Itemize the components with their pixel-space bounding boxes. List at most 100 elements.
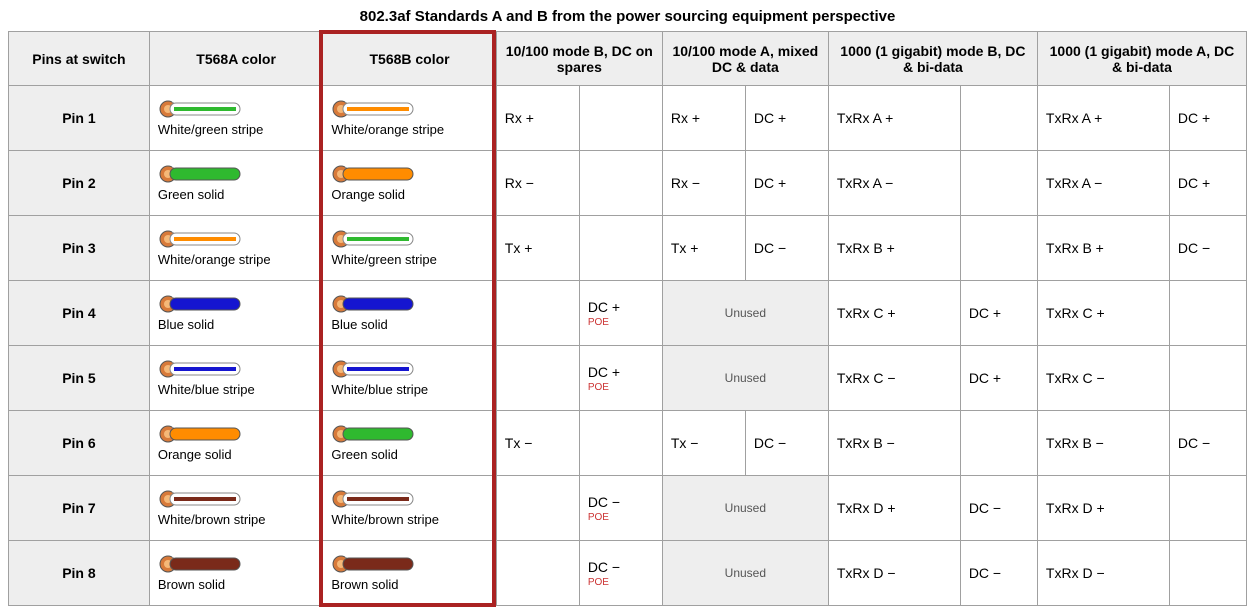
wire-label: Orange solid (331, 187, 487, 202)
modeA-10-100-dc: DC + (745, 86, 828, 151)
modeB-1000-dc: DC + (960, 281, 1037, 346)
modeB-1000-dc (960, 151, 1037, 216)
modeB-1000-dc (960, 411, 1037, 476)
modeA-1000-sig: TxRx C − (1037, 346, 1169, 411)
modeA-1000-dc: DC − (1169, 216, 1246, 281)
modeA-10-100-unused: Unused (662, 476, 828, 541)
wire-label: White/orange stripe (158, 252, 314, 267)
modeB-10-100-dc: DC +POE (579, 281, 662, 346)
modeA-10-100-dc: DC − (745, 216, 828, 281)
table-row: Pin 5 White/blue stripe White/blue strip… (9, 346, 1247, 411)
wire-label: Green solid (158, 187, 314, 202)
modeA-10-100-unused: Unused (662, 346, 828, 411)
header-t568a: T568A color (149, 32, 322, 86)
table-container: Pins at switch T568A color T568B color 1… (8, 31, 1247, 606)
modeB-1000-sig: TxRx D + (828, 476, 960, 541)
header-modeB-10-100: 10/100 mode B, DC on spares (496, 32, 662, 86)
modeA-1000-sig: TxRx A + (1037, 86, 1169, 151)
pin-label: Pin 7 (9, 476, 150, 541)
modeB-10-100-dc (579, 151, 662, 216)
t568a-cell: Green solid (149, 151, 322, 216)
wire-label: White/green stripe (331, 252, 487, 267)
t568a-cell: White/blue stripe (149, 346, 322, 411)
header-t568b: T568B color (323, 32, 496, 86)
wire-label: White/orange stripe (331, 122, 487, 137)
modeA-1000-sig: TxRx B + (1037, 216, 1169, 281)
modeA-10-100-dc: DC + (745, 151, 828, 216)
modeA-1000-sig: TxRx D − (1037, 541, 1169, 606)
modeB-10-100-dc (579, 216, 662, 281)
wire-label: Brown solid (331, 577, 487, 592)
modeB-1000-sig: TxRx A + (828, 86, 960, 151)
modeB-10-100-sig (496, 281, 579, 346)
modeA-10-100-dc: DC − (745, 411, 828, 476)
pin-label: Pin 6 (9, 411, 150, 476)
modeB-10-100-sig (496, 346, 579, 411)
modeA-10-100-sig: Rx − (662, 151, 745, 216)
table-row: Pin 4 Blue solid Blue solidDC +POEUnused… (9, 281, 1247, 346)
modeB-10-100-dc: DC −POE (579, 476, 662, 541)
modeB-10-100-dc: DC +POE (579, 346, 662, 411)
modeA-1000-sig: TxRx C + (1037, 281, 1169, 346)
header-modeA-10-100: 10/100 mode A, mixed DC & data (662, 32, 828, 86)
wire-label: Orange solid (158, 447, 314, 462)
t568a-cell: White/orange stripe (149, 216, 322, 281)
t568b-cell: White/brown stripe (323, 476, 496, 541)
modeB-10-100-dc (579, 411, 662, 476)
modeA-1000-dc: DC − (1169, 411, 1246, 476)
table-row: Pin 2 Green solid Orange solidRx −Rx −DC… (9, 151, 1247, 216)
pin-label: Pin 1 (9, 86, 150, 151)
header-pins: Pins at switch (9, 32, 150, 86)
t568b-cell: White/blue stripe (323, 346, 496, 411)
t568b-cell: White/orange stripe (323, 86, 496, 151)
modeB-1000-dc: DC + (960, 346, 1037, 411)
pin-label: Pin 2 (9, 151, 150, 216)
table-row: Pin 6 Orange solid Green solidTx −Tx −DC… (9, 411, 1247, 476)
table-title: 802.3af Standards A and B from the power… (8, 8, 1247, 25)
modeB-1000-sig: TxRx C + (828, 281, 960, 346)
header-modeB-1000: 1000 (1 gigabit) mode B, DC & bi-data (828, 32, 1037, 86)
standards-table: Pins at switch T568A color T568B color 1… (8, 31, 1247, 606)
t568b-cell: Green solid (323, 411, 496, 476)
modeB-10-100-sig: Tx + (496, 216, 579, 281)
t568b-cell: Blue solid (323, 281, 496, 346)
poe-label: POE (588, 382, 654, 393)
wire-label: White/blue stripe (158, 382, 314, 397)
t568a-cell: Brown solid (149, 541, 322, 606)
pin-label: Pin 3 (9, 216, 150, 281)
wire-label: Green solid (331, 447, 487, 462)
t568b-cell: White/green stripe (323, 216, 496, 281)
header-modeA-1000: 1000 (1 gigabit) mode A, DC & bi-data (1037, 32, 1246, 86)
pin-label: Pin 8 (9, 541, 150, 606)
pin-label: Pin 5 (9, 346, 150, 411)
modeA-10-100-sig: Tx − (662, 411, 745, 476)
wire-label: Blue solid (158, 317, 314, 332)
wire-label: White/blue stripe (331, 382, 487, 397)
modeA-10-100-sig: Rx + (662, 86, 745, 151)
poe-label: POE (588, 512, 654, 523)
modeA-1000-dc: DC + (1169, 86, 1246, 151)
wire-label: White/brown stripe (158, 512, 314, 527)
modeB-1000-dc: DC − (960, 476, 1037, 541)
modeB-1000-sig: TxRx C − (828, 346, 960, 411)
table-row: Pin 7 White/brown stripe White/brown str… (9, 476, 1247, 541)
modeA-1000-dc (1169, 541, 1246, 606)
pin-label: Pin 4 (9, 281, 150, 346)
modeB-10-100-sig: Tx − (496, 411, 579, 476)
modeA-10-100-unused: Unused (662, 281, 828, 346)
table-row: Pin 1 White/green stripe White/orange st… (9, 86, 1247, 151)
modeA-10-100-sig: Tx + (662, 216, 745, 281)
t568a-cell: White/green stripe (149, 86, 322, 151)
t568b-cell: Brown solid (323, 541, 496, 606)
modeB-1000-sig: TxRx D − (828, 541, 960, 606)
poe-label: POE (588, 317, 654, 328)
modeB-10-100-sig (496, 541, 579, 606)
wire-label: White/green stripe (158, 122, 314, 137)
wire-label: Brown solid (158, 577, 314, 592)
modeB-10-100-sig (496, 476, 579, 541)
t568b-cell: Orange solid (323, 151, 496, 216)
modeB-1000-dc (960, 216, 1037, 281)
modeB-1000-dc: DC − (960, 541, 1037, 606)
t568a-cell: Orange solid (149, 411, 322, 476)
poe-label: POE (588, 577, 654, 588)
